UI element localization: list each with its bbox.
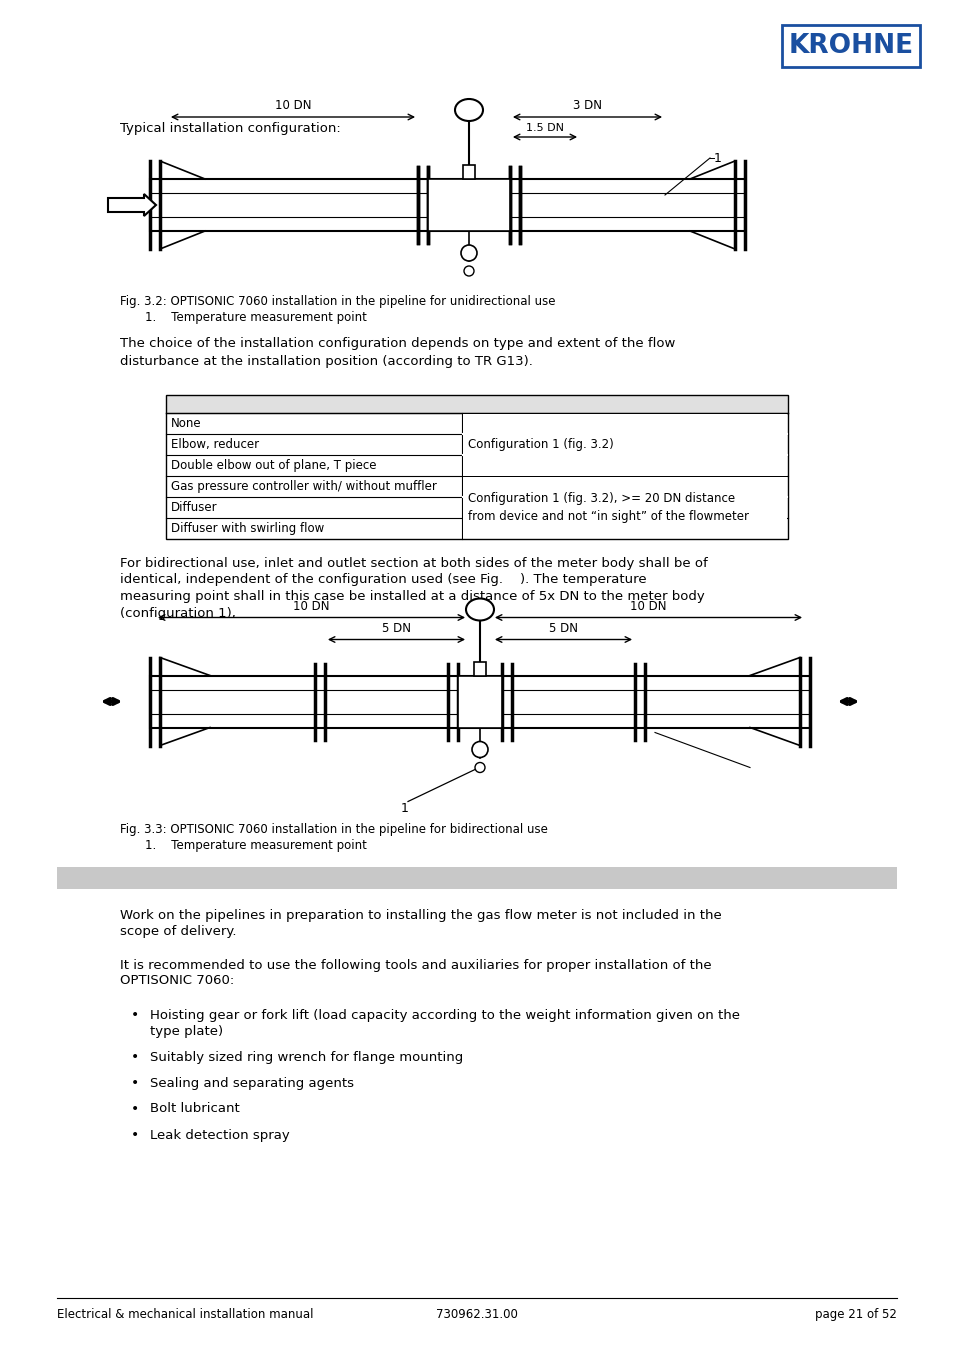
Bar <box>57 867 896 888</box>
Text: Bolt lubricant: Bolt lubricant <box>150 1103 239 1115</box>
Text: type plate): type plate) <box>150 1025 223 1038</box>
Text: None: None <box>171 417 201 431</box>
Text: 10 DN: 10 DN <box>293 599 330 613</box>
Bar <box>462 477 786 539</box>
Bar <box>150 675 809 728</box>
Bar <box>781 26 919 68</box>
Text: •: • <box>131 1050 139 1065</box>
Text: •: • <box>131 1076 139 1091</box>
Circle shape <box>475 763 484 772</box>
Text: Configuration 1 (fig. 3.2), >= 20 DN distance
from device and not “in sight” of : Configuration 1 (fig. 3.2), >= 20 DN dis… <box>468 491 748 522</box>
Text: (configuration 1),: (configuration 1), <box>120 606 235 620</box>
Text: Gas pressure controller with/ without muffler: Gas pressure controller with/ without mu… <box>171 481 436 493</box>
Text: Sealing and separating agents: Sealing and separating agents <box>150 1076 354 1089</box>
Text: 1: 1 <box>400 802 409 815</box>
Text: The choice of the installation configuration depends on type and extent of the f: The choice of the installation configura… <box>120 338 675 369</box>
Bar <box>457 675 501 728</box>
Ellipse shape <box>465 598 494 621</box>
Text: 1.    Temperature measurement point: 1. Temperature measurement point <box>145 310 367 324</box>
Text: OPTISONIC 7060:: OPTISONIC 7060: <box>120 975 234 987</box>
Text: Elbow, reducer: Elbow, reducer <box>171 437 259 451</box>
Bar <box>166 396 787 539</box>
Text: •: • <box>131 1129 139 1142</box>
Text: For bidirectional use, inlet and outlet section at both sides of the meter body : For bidirectional use, inlet and outlet … <box>120 558 707 570</box>
Text: 5 DN: 5 DN <box>381 622 411 636</box>
Text: Electrical & mechanical installation manual: Electrical & mechanical installation man… <box>57 1308 314 1322</box>
Text: Typical installation configuration:: Typical installation configuration: <box>120 122 340 135</box>
Bar <box>474 662 485 675</box>
Text: •: • <box>131 1008 139 1022</box>
Text: Hoisting gear or fork lift (load capacity according to the weight information gi: Hoisting gear or fork lift (load capacit… <box>150 1008 740 1022</box>
Text: measuring point shall in this case be installed at a distance of 5x DN to the me: measuring point shall in this case be in… <box>120 590 704 603</box>
Text: 1: 1 <box>713 151 721 165</box>
Bar <box>166 396 787 413</box>
Circle shape <box>472 741 488 757</box>
Text: Diffuser with swirling flow: Diffuser with swirling flow <box>171 522 324 535</box>
Text: page 21 of 52: page 21 of 52 <box>814 1308 896 1322</box>
Text: 3 DN: 3 DN <box>573 99 601 112</box>
Text: Diffuser: Diffuser <box>171 501 217 514</box>
Bar <box>462 165 475 180</box>
Text: Fig. 3.3: OPTISONIC 7060 installation in the pipeline for bidirectional use: Fig. 3.3: OPTISONIC 7060 installation in… <box>120 822 547 836</box>
Ellipse shape <box>455 99 482 122</box>
Text: 10 DN: 10 DN <box>274 99 311 112</box>
Text: 1.5 DN: 1.5 DN <box>525 123 563 134</box>
Bar <box>428 180 510 231</box>
Text: KROHNE: KROHNE <box>787 32 913 59</box>
Text: Fig. 3.2: OPTISONIC 7060 installation in the pipeline for unidirectional use: Fig. 3.2: OPTISONIC 7060 installation in… <box>120 296 555 308</box>
Circle shape <box>460 244 476 261</box>
Text: Double elbow out of plane, T piece: Double elbow out of plane, T piece <box>171 459 376 472</box>
Text: It is recommended to use the following tools and auxiliaries for proper installa: It is recommended to use the following t… <box>120 958 711 972</box>
Text: •: • <box>131 1103 139 1116</box>
Bar <box>150 180 744 231</box>
Text: Suitably sized ring wrench for flange mounting: Suitably sized ring wrench for flange mo… <box>150 1050 463 1064</box>
Text: 1.    Temperature measurement point: 1. Temperature measurement point <box>145 838 367 852</box>
Text: scope of delivery.: scope of delivery. <box>120 925 236 937</box>
FancyArrow shape <box>108 194 156 216</box>
Text: 5 DN: 5 DN <box>548 622 578 636</box>
Circle shape <box>463 266 474 275</box>
Text: identical, independent of the configuration used (see Fig.    ). The temperature: identical, independent of the configurat… <box>120 574 646 586</box>
Text: Work on the pipelines in preparation to installing the gas flow meter is not inc: Work on the pipelines in preparation to … <box>120 909 721 922</box>
Text: 10 DN: 10 DN <box>630 599 666 613</box>
Text: 730962.31.00: 730962.31.00 <box>436 1308 517 1322</box>
Text: Configuration 1 (fig. 3.2): Configuration 1 (fig. 3.2) <box>468 437 613 451</box>
Bar <box>462 413 786 475</box>
Text: Leak detection spray: Leak detection spray <box>150 1129 290 1142</box>
